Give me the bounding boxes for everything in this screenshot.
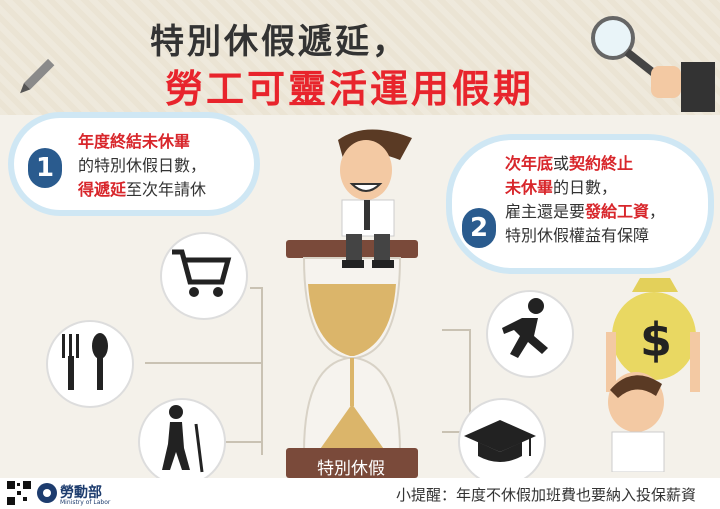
point2-line1-a: 次年底: [505, 154, 554, 173]
ministry-logo-icon: [37, 483, 57, 503]
ministry-logo-text: 勞動部: [60, 485, 102, 501]
point1-line2: 的特別休假日數，: [78, 156, 207, 175]
shopping-icon-circle: [160, 232, 248, 320]
footer-tip: 小提醒：年度不休假加班費也要納入投保薪資: [396, 486, 697, 504]
hourglass-illustration: [286, 240, 418, 478]
fork-spoon-icon: [62, 333, 108, 390]
runner-icon: [502, 298, 548, 358]
point2-line3-b: 發給工資: [585, 202, 650, 221]
title-line1: 特別休假遞延，: [150, 22, 409, 62]
point2-line2-b: 的日數，: [553, 178, 618, 197]
point2-line4: 特別休假權益有保障: [505, 226, 650, 245]
dining-icon-circle: [46, 320, 134, 408]
dollar-icon: $: [640, 313, 672, 367]
ministry-logo-subtext: Ministry of Labor: [60, 499, 111, 506]
point1-line3-a: 得: [78, 180, 95, 199]
point2-line3-c: ，: [649, 202, 666, 221]
point2-line2-a: 未休畢: [505, 178, 554, 197]
title-line2: 勞工可靈活運用假期: [165, 67, 535, 111]
point2-cloud: [452, 140, 708, 268]
point2-line1-c: 契約終止: [569, 154, 634, 173]
hiker-icon: [162, 405, 204, 473]
point1-line3: 得遞延至次年請休: [78, 176, 206, 200]
money-bag-man-illustration: $: [606, 278, 700, 472]
point2-line2: 未休畢的日數，: [505, 174, 617, 198]
sitting-man-illustration: [338, 129, 412, 268]
qr-code-icon: [6, 480, 32, 506]
shopping-cart-icon: [172, 249, 232, 297]
point2-line3: 雇主還是要發給工資，: [505, 198, 665, 222]
header-band: [0, 0, 720, 115]
point2-line3-a: 雇主還是要: [505, 202, 586, 221]
point1-line3-b: 遞延: [94, 180, 127, 199]
hourglass-label: 特別休假: [317, 459, 385, 479]
point1-number: 1: [28, 148, 62, 188]
point1-line1: 年度終結未休畢: [78, 132, 191, 151]
point2-number: 2: [462, 208, 496, 248]
point2-line1-b: 或: [553, 154, 570, 173]
magnifier-hand-icon: [591, 16, 715, 112]
point2-line1: 次年底或契約終止: [505, 150, 633, 174]
point1-line3-c: 至次年請休: [126, 180, 207, 199]
footer: [0, 478, 720, 509]
graduation-cap-icon: [464, 420, 536, 462]
pencil-icon: [20, 58, 55, 94]
